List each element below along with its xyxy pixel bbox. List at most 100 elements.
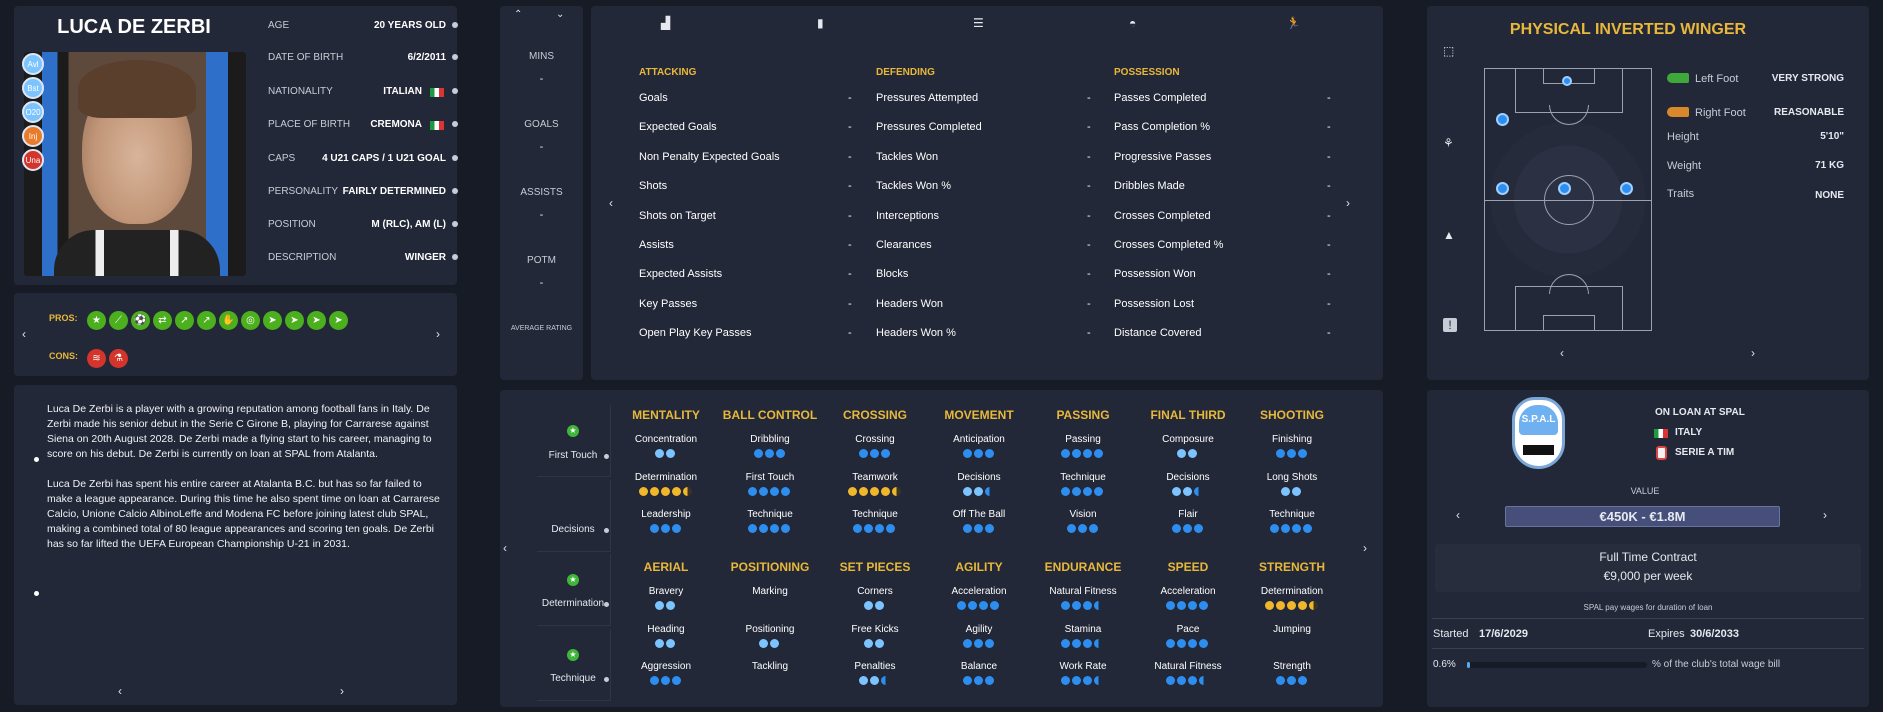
info-key: POSITION	[268, 219, 316, 230]
status-tag[interactable]: Avl	[22, 53, 44, 75]
rating-dot	[858, 676, 868, 686]
pros-prev-arrow[interactable]: ‹	[22, 327, 26, 341]
role-shield-icon[interactable]: ▲	[1443, 228, 1455, 242]
position-dot-am-l[interactable]	[1496, 113, 1509, 126]
pro-boot-icon[interactable]: ⟋	[109, 311, 128, 330]
pro-cross-icon[interactable]: ➤	[285, 311, 304, 330]
pitch-prev-arrow[interactable]: ‹	[1560, 346, 1564, 360]
attribute-name: Decisions	[1166, 471, 1210, 483]
summary-value: -	[539, 209, 544, 221]
position-dot-m-c[interactable]	[1558, 182, 1571, 195]
pro-hand-icon[interactable]: ✋	[219, 311, 238, 330]
attribute-rating	[1138, 524, 1238, 534]
pro-ball-icon[interactable]: ⚽	[131, 311, 150, 330]
info-bullet	[452, 155, 458, 161]
status-tag[interactable]: Una	[22, 149, 44, 171]
attributes-next-arrow[interactable]: ›	[1363, 541, 1367, 555]
status-tag[interactable]: Inj	[22, 125, 44, 147]
trait-label[interactable]: Decisions	[551, 524, 595, 535]
attributes-prev-arrow[interactable]: ‹	[503, 541, 507, 555]
rating-dot	[759, 486, 768, 496]
info-key: PLACE OF BIRTH	[268, 119, 351, 130]
attribute-name: Aggression	[640, 661, 692, 672]
attribute-name: Technique	[1269, 509, 1315, 520]
rating-dot	[682, 486, 692, 496]
tab-runner-icon[interactable]: 🏃	[1286, 16, 1301, 30]
stats-prev-arrow[interactable]: ‹	[609, 196, 613, 210]
attribute-rating	[1033, 601, 1133, 611]
bio-prev-arrow[interactable]: ‹	[118, 684, 122, 698]
con-zigzag-icon[interactable]: ≋	[87, 349, 106, 368]
pro-run-icon[interactable]: ➚	[175, 311, 194, 330]
rating-dot	[1072, 449, 1081, 459]
rating-dot	[864, 601, 873, 611]
trait-label[interactable]: Technique	[550, 673, 596, 684]
rating-dot	[962, 524, 972, 534]
pro-shot-icon[interactable]: ➤	[263, 311, 282, 330]
pros-next-arrow[interactable]: ›	[436, 327, 440, 341]
position-dot-am-c[interactable]	[1562, 76, 1572, 86]
trait-cell	[537, 480, 611, 552]
attribute-name: Balance	[960, 661, 998, 672]
attribute-name: Passing	[1065, 434, 1101, 445]
role-alert-icon[interactable]: !	[1443, 318, 1457, 332]
club-badge[interactable]: S.P.A.L	[1512, 397, 1565, 469]
rating-dot	[1303, 524, 1312, 534]
rating-dot	[853, 524, 862, 534]
rating-dot	[858, 449, 868, 459]
position-dot-m-l[interactable]	[1496, 182, 1509, 195]
rating-dot	[660, 676, 670, 686]
pro-star-icon[interactable]: ★	[87, 311, 106, 330]
pro-pass-icon[interactable]: ⇄	[153, 311, 172, 330]
attribute-name: Strength	[1273, 661, 1311, 672]
rating-dot	[1182, 486, 1192, 496]
rating-dot	[1286, 449, 1296, 459]
pro-dribble-icon[interactable]: ➤	[307, 311, 326, 330]
status-tag[interactable]: Bst	[22, 77, 44, 99]
rating-dot	[1072, 601, 1081, 611]
stat-value: -	[1327, 327, 1331, 340]
info-value: CREMONA	[370, 119, 422, 130]
contract-type: Full Time Contract	[1599, 550, 1697, 564]
attribute-rating	[929, 676, 1029, 686]
rating-dot	[979, 601, 988, 611]
wage-pct: 0.6%	[1433, 659, 1456, 670]
position-dot-m-r[interactable]	[1620, 182, 1633, 195]
rating-dot	[770, 524, 779, 534]
pitch-next-arrow[interactable]: ›	[1751, 346, 1755, 360]
rating-dot	[1094, 676, 1103, 686]
tab-card-icon[interactable]: ▮	[817, 16, 824, 30]
pro-target-icon[interactable]: ◎	[241, 311, 260, 330]
attribute-rating	[825, 486, 925, 496]
attribute-name: Leadership	[641, 509, 691, 520]
rating-dot	[962, 449, 972, 459]
stats-next-arrow[interactable]: ›	[1346, 196, 1350, 210]
role-plant-icon[interactable]: ⚘	[1443, 136, 1454, 150]
tab-chart-icon[interactable]: ▟	[661, 16, 671, 30]
trait-label[interactable]: First Touch	[548, 450, 598, 461]
value-next-arrow[interactable]: ›	[1823, 508, 1827, 522]
con-flask-icon[interactable]: ⚗	[109, 349, 128, 368]
role-tactic-icon[interactable]: ⬚	[1443, 44, 1455, 58]
value-prev-arrow[interactable]: ‹	[1456, 508, 1460, 522]
rating-dot	[864, 638, 873, 648]
stat-value: -	[1087, 121, 1091, 134]
pro-finish-icon[interactable]: ➤	[329, 311, 348, 330]
attribute-group-title: BALL CONTROL	[722, 408, 818, 422]
pitch-bottom-six	[1543, 315, 1595, 331]
stat-value: -	[1327, 297, 1331, 310]
rating-dot	[864, 524, 873, 534]
attribute-name: Technique	[747, 509, 793, 520]
rating-dot	[1270, 524, 1279, 534]
status-tag[interactable]: O20	[22, 101, 44, 123]
rating-dot	[660, 524, 670, 534]
sort-up-arrow[interactable]: ⌃	[514, 9, 523, 20]
rating-dot	[875, 524, 884, 534]
pro-trend-icon[interactable]: ↗	[197, 311, 216, 330]
tab-list-icon[interactable]: ☰	[973, 16, 984, 30]
trait-label[interactable]: Determination	[541, 598, 605, 609]
bio-next-arrow[interactable]: ›	[340, 684, 344, 698]
stat-value: -	[1327, 239, 1331, 251]
sort-down-arrow[interactable]: ⌄	[556, 9, 565, 20]
tab-helmet-icon[interactable]: ◓	[1129, 16, 1137, 30]
